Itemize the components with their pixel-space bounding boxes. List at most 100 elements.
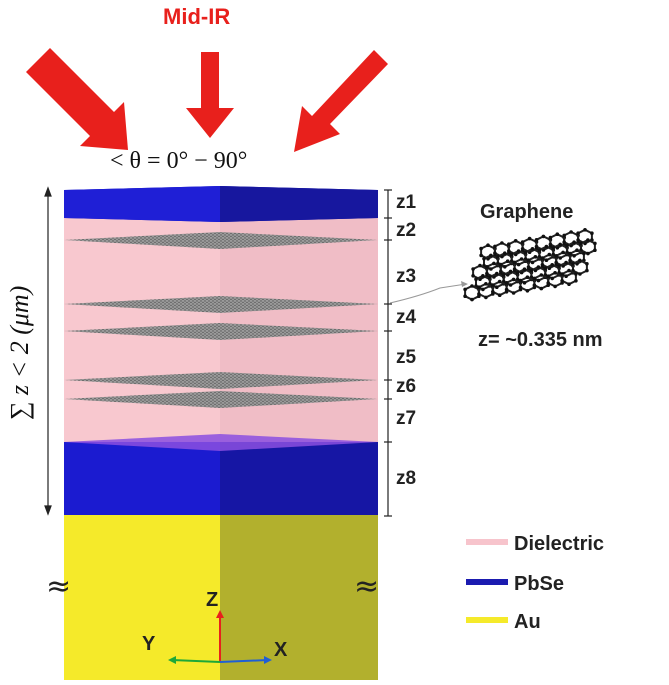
lattice-atom	[576, 231, 580, 235]
lattice-atom	[533, 254, 538, 259]
legend-swatch-au	[466, 617, 508, 623]
lattice-atom	[470, 284, 474, 288]
x-axis	[219, 659, 269, 663]
layer-label-z4: z4	[396, 307, 417, 328]
lattice-atom	[485, 265, 489, 269]
lattice-atom	[525, 289, 530, 293]
lattice-atom	[525, 275, 530, 280]
graphene-title: Graphene	[480, 201, 573, 223]
lattice-atom	[507, 249, 511, 253]
axis-label-y: Y	[142, 633, 156, 655]
lattice-atom	[567, 282, 571, 287]
lattice-atom	[539, 286, 544, 291]
lattice-atom	[585, 268, 589, 273]
graphene-sheet	[64, 323, 378, 340]
lattice-atom	[572, 240, 576, 244]
lattice-atom	[560, 272, 564, 276]
lattice-atom	[500, 241, 504, 245]
lattice-atom	[489, 253, 493, 258]
layer-labels: z1 z2 z3 z4 z5 z6 z7 z8	[396, 192, 417, 489]
graphene-sheet	[64, 372, 378, 389]
lattice-atom	[593, 241, 597, 246]
graphene-sheets	[64, 232, 378, 408]
lattice-atom	[576, 238, 580, 242]
legend-label-dielectric: Dielectric	[514, 533, 604, 555]
lattice-atom	[575, 248, 579, 252]
lattice-atom	[526, 258, 531, 263]
coordinate-axes: Z Y X	[142, 589, 288, 664]
lattice-atom	[527, 236, 532, 241]
lattice-atom	[546, 274, 550, 279]
lattice-atom	[522, 267, 527, 272]
lattice-atom	[564, 260, 568, 265]
lattice-atom	[534, 238, 539, 242]
lattice-atom	[550, 263, 554, 267]
layer-label-z1: z1	[396, 192, 417, 213]
lattice-atom	[536, 265, 541, 269]
lattice-atom	[553, 271, 557, 275]
lattice-atom	[484, 295, 488, 300]
lattice-atom	[518, 278, 523, 283]
graphene-thickness-label: z= ~0.335 nm	[478, 329, 603, 351]
arrow-left	[26, 48, 128, 150]
lattice-hexagon	[464, 284, 480, 301]
lattice-atom	[492, 261, 496, 266]
arrow-right	[294, 50, 388, 152]
lattice-atom	[541, 234, 546, 239]
graphene-lattice-image	[463, 228, 597, 302]
thickness-sum-label: ∑ z < 2 (μm)	[5, 286, 34, 420]
lattice-atom	[503, 265, 507, 269]
lattice-atom	[515, 270, 520, 275]
lattice-atom	[463, 294, 467, 299]
lattice-atom	[564, 274, 568, 279]
lattice-atom	[471, 274, 475, 278]
lattice-atom	[463, 287, 467, 292]
lattice-atom	[497, 279, 502, 284]
lattice-atom	[520, 240, 525, 244]
lattice-atom	[558, 256, 562, 260]
lattice-atom	[501, 273, 506, 277]
lattice-atom	[586, 251, 590, 256]
lattice-atom	[486, 243, 490, 247]
lattice-atom	[478, 263, 482, 268]
lattice-atom	[519, 257, 524, 261]
lattice-atom	[568, 258, 572, 263]
lattice-atom	[532, 276, 537, 281]
layer-label-z2: z2	[396, 220, 416, 241]
lattice-atom	[508, 283, 513, 287]
lattice-atom	[539, 273, 544, 277]
lattice-atom	[551, 246, 556, 250]
lattice-atom	[550, 276, 554, 281]
lattice-atom	[511, 291, 516, 295]
lattice-atom	[562, 240, 566, 244]
axis-label-z: Z	[206, 589, 218, 611]
lattice-atom	[593, 248, 597, 252]
lattice-atom	[491, 283, 495, 287]
lattice-atom	[512, 267, 517, 272]
incident-arrows	[26, 48, 388, 152]
lattice-atom	[488, 275, 492, 279]
layer-label-z3: z3	[396, 266, 416, 287]
lattice-atom	[518, 285, 523, 290]
lattice-atom	[471, 267, 475, 271]
pbse-top-face	[64, 434, 378, 451]
lattice-atom	[569, 230, 573, 234]
lattice-atom	[489, 267, 493, 271]
lattice-atom	[504, 281, 509, 285]
layer-label-z7: z7	[396, 408, 416, 429]
pbse-top-layer	[64, 186, 378, 222]
lattice-hexagon	[505, 278, 522, 295]
lattice-atom	[585, 262, 589, 266]
au-substrate	[64, 515, 378, 680]
y-axis	[171, 659, 221, 663]
angle-label: < θ = 0° − 90°	[110, 148, 247, 174]
lattice-atom	[526, 265, 531, 269]
lattice-atom	[493, 244, 497, 249]
lattice-atom	[578, 272, 582, 276]
lattice-atom	[509, 252, 514, 257]
lattice-atom	[554, 254, 558, 258]
lattice-atom	[474, 277, 478, 282]
lattice-hexagon	[519, 276, 536, 292]
graphene-sheet	[64, 232, 378, 249]
lattice-atom	[558, 242, 562, 247]
